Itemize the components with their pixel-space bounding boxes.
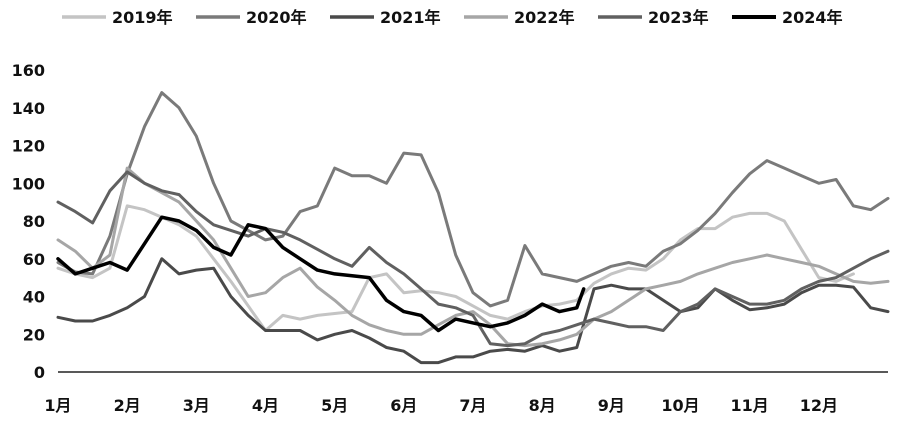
x-tick-label: 9月 [598,396,625,415]
series-line-6 [56,215,586,333]
legend-label: 2022年 [514,8,575,27]
legend: 2019年 2020年 2021年 2022年 2023年 2024年 [62,8,843,27]
series-line-5 [56,170,890,348]
y-tick-label: 120 [12,137,45,156]
y-tick-label: 20 [23,325,45,344]
x-tick-label: 8月 [529,396,556,415]
x-tick-label: 1月 [44,396,71,415]
x-tick-label: 3月 [183,396,210,415]
x-tick-label: 4月 [252,396,279,415]
x-tick-label: 12月 [800,396,838,415]
y-tick-label: 60 [23,250,45,269]
legend-label: 2019年 [112,8,173,27]
series-line-3 [56,257,890,365]
y-tick-label: 140 [12,99,45,118]
x-tick-label: 11月 [731,396,769,415]
x-tick-label: 10月 [661,396,699,415]
x-axis: 1月 2月 3月 4月 5月 6月 7月 8月 9月 10月 11月 12月 [44,371,888,415]
x-tick-label: 5月 [321,396,348,415]
x-tick-label: 7月 [459,396,486,415]
y-axis: 0 20 40 60 80 100 120 140 160 [12,61,45,382]
legend-label: 2024年 [782,8,843,27]
series-line-1 [56,204,855,332]
series-line-4 [56,166,890,348]
y-tick-label: 40 [23,288,45,307]
plot-area [56,91,890,365]
series-line-2 [56,91,890,308]
y-tick-label: 160 [12,61,45,80]
legend-label: 2023年 [648,8,709,27]
y-tick-label: 100 [12,174,45,193]
x-tick-label: 2月 [114,396,141,415]
y-tick-label: 80 [23,212,45,231]
legend-label: 2021年 [380,8,441,27]
y-tick-label: 0 [34,363,45,382]
legend-label: 2020年 [246,8,307,27]
x-tick-label: 6月 [390,396,417,415]
